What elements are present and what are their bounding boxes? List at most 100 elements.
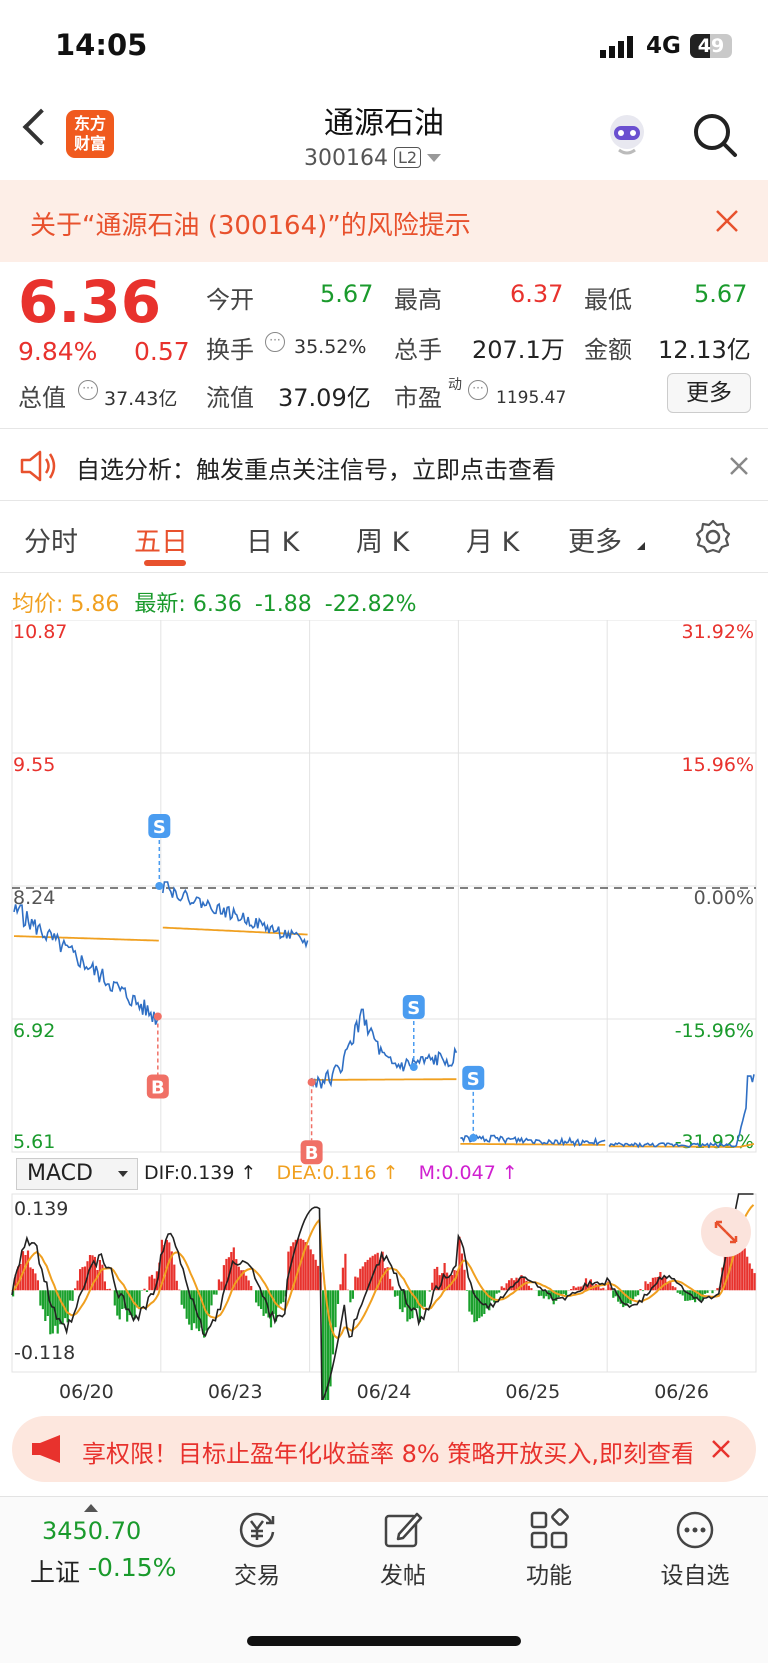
marker-dot [469, 1133, 478, 1142]
macd-bar [446, 1272, 449, 1291]
macd-bar [294, 1239, 297, 1291]
marker-label: S [467, 1069, 480, 1090]
macd-bar [649, 1282, 652, 1291]
tab-five-day[interactable]: 五日 [134, 527, 188, 558]
macd-bar [198, 1290, 201, 1332]
robot-assistant-icon[interactable] [603, 110, 651, 158]
latest-value: 6.36 [192, 592, 242, 617]
macd-bar [341, 1267, 344, 1291]
macd-bar [329, 1290, 332, 1387]
macd-bar [525, 1280, 528, 1291]
macd-bar [138, 1290, 141, 1310]
sell-marker: S [462, 1065, 485, 1142]
search-icon[interactable] [692, 112, 738, 158]
date-axis: 06/20 06/23 06/24 06/25 06/26 [59, 1381, 709, 1400]
price-line [608, 1074, 755, 1149]
indicator-selector[interactable]: MACD [16, 1158, 138, 1190]
macd-bar [669, 1280, 672, 1291]
high-value: 6.37 [510, 280, 564, 308]
date-tick: 06/24 [357, 1381, 412, 1400]
info-icon[interactable]: ··· [468, 380, 488, 400]
macd-bar [656, 1277, 659, 1291]
megaphone-icon [32, 1435, 60, 1463]
nav-functions[interactable]: 功能 [494, 1500, 604, 1590]
macd-bar [495, 1290, 498, 1294]
macd-bar [575, 1287, 578, 1291]
macd-bar [505, 1283, 508, 1291]
macd-bar [679, 1290, 682, 1295]
info-icon[interactable]: ··· [78, 380, 98, 400]
macd-bar [694, 1290, 697, 1303]
close-icon[interactable] [712, 206, 742, 236]
macd-bar [579, 1286, 583, 1291]
gear-icon[interactable] [694, 518, 732, 556]
promo-banner[interactable] [12, 1416, 756, 1482]
current-price: 6.36 [18, 268, 162, 336]
network-label: 4G [646, 33, 681, 59]
macd-bar [277, 1290, 280, 1308]
expand-chart-button[interactable] [701, 1207, 751, 1257]
macd-bar [190, 1290, 193, 1331]
close-icon[interactable] [710, 1438, 732, 1460]
macd-bar [527, 1285, 530, 1291]
buy-marker: B [300, 1078, 323, 1165]
macd-bar [460, 1253, 464, 1291]
macd-bar [103, 1281, 106, 1291]
nav-add-watchlist[interactable]: 设自选 [640, 1500, 750, 1590]
change-percent: 9.84% [18, 337, 98, 366]
nav-trade[interactable]: 交易 [202, 1500, 312, 1590]
edit-icon [384, 1512, 423, 1548]
tab-more[interactable]: 更多 [568, 527, 622, 558]
macd-bar [74, 1288, 77, 1291]
macd-bar [614, 1290, 617, 1297]
nav-post[interactable]: 发帖 [348, 1500, 458, 1590]
macd-bar [106, 1289, 109, 1291]
low-value: 5.67 [694, 280, 748, 308]
macd-bar [101, 1264, 104, 1291]
macd-bar [413, 1290, 416, 1311]
sell-marker: S [148, 814, 171, 890]
close-icon[interactable] [728, 455, 750, 477]
risk-banner[interactable] [0, 180, 768, 262]
macd-bar [279, 1290, 282, 1304]
percent-tick: 15.96% [682, 754, 754, 776]
macd-bar [540, 1290, 543, 1296]
risk-banner-text[interactable]: 关于“通源石油 (300164)”的风险提示 [30, 211, 471, 241]
macd-bar [34, 1273, 37, 1291]
macd-bar [183, 1290, 186, 1309]
chevron-down-icon [118, 1171, 128, 1177]
macd-bar [81, 1267, 84, 1291]
macd-bar [612, 1290, 615, 1298]
macd-bar [510, 1278, 513, 1291]
tab-intraday[interactable]: 分时 [24, 527, 78, 558]
caret-up-icon[interactable] [84, 1504, 98, 1512]
promo-text[interactable]: 享权限！目标止盈年化收益率 8% 策略开放买入,即刻查看 [82, 1440, 692, 1468]
info-icon[interactable]: ··· [265, 332, 285, 352]
stock-code-selector[interactable]: 300164 L2 [304, 146, 442, 171]
buy-marker: B [146, 1012, 169, 1099]
index-change[interactable]: -0.15% [88, 1553, 177, 1582]
macd-bar [423, 1290, 426, 1307]
tab-daily-k[interactable]: 日 K [246, 527, 300, 558]
more-button[interactable]: 更多 [667, 373, 751, 413]
macd-bar [646, 1283, 650, 1291]
macd-bar [247, 1280, 250, 1291]
macd-bar [550, 1290, 553, 1299]
macd-bar [517, 1278, 521, 1291]
index-name[interactable]: 上证 [30, 1558, 81, 1587]
tab-monthly-k[interactable]: 月 K [466, 527, 520, 558]
macd-bar [255, 1290, 258, 1303]
index-value[interactable]: 3450.70 [42, 1517, 142, 1545]
analysis-text[interactable]: 自选分析：触发重点关注信号，立即点击查看 [76, 456, 556, 484]
macd-bar [240, 1270, 243, 1291]
avg-price-line [14, 935, 159, 942]
macd-bar [361, 1266, 364, 1291]
macd-bar [629, 1290, 632, 1305]
tab-weekly-k[interactable]: 周 K [356, 527, 410, 558]
trade-markers[interactable]: S B B S S [146, 814, 485, 1165]
five-day-chart[interactable]: 10.87 9.55 8.24 6.92 5.61 31.92% 15.96% 0.00% -… [0, 620, 768, 1400]
macd-bar [408, 1290, 411, 1320]
macd-bar [178, 1289, 181, 1291]
macd-bar [723, 1256, 726, 1291]
macd-bar [193, 1290, 196, 1324]
